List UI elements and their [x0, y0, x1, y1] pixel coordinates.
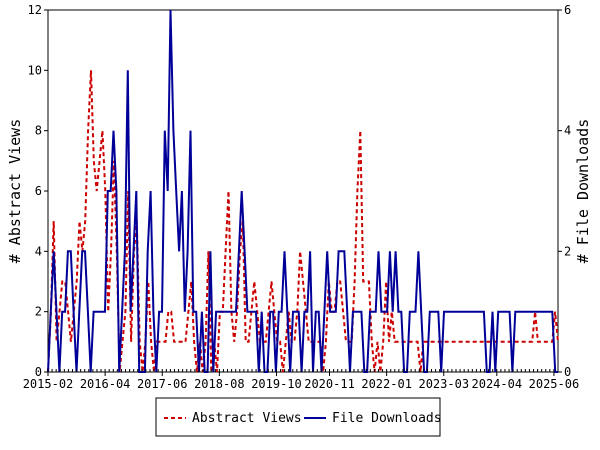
x-tick-label: 2016-04 [80, 377, 131, 391]
x-tick-label: 2018-08 [194, 377, 245, 391]
right-tick-label: 6 [564, 3, 571, 17]
legend-label-file-downloads: File Downloads [332, 411, 442, 426]
left-axis: 0 2 4 6 8 10 12 [28, 3, 48, 379]
x-tick-label: 2025-06 [529, 377, 580, 391]
x-tick-label: 2017-06 [137, 377, 188, 391]
x-tick-label: 2023-03 [418, 377, 469, 391]
x-tick-label: 2019-10 [251, 377, 302, 391]
right-tick-label: 4 [564, 124, 571, 138]
series-line-abstract-views [47, 70, 559, 373]
x-tick-label: 2022-01 [361, 377, 412, 391]
left-tick-label: 12 [28, 3, 42, 17]
plot-area [47, 9, 559, 373]
left-tick-label: 10 [28, 63, 42, 77]
legend: Abstract Views File Downloads [155, 397, 442, 437]
left-tick-label: 2 [35, 305, 42, 319]
left-tick-label: 8 [35, 124, 42, 138]
right-tick-label: 2 [564, 244, 571, 258]
left-tick-label: 6 [35, 184, 42, 198]
left-axis-title: # Abstract Views [6, 119, 24, 264]
right-axis: 0 2 4 6 [558, 3, 571, 379]
left-tick-label: 4 [35, 244, 42, 258]
left-tick-label: 0 [35, 365, 42, 379]
x-tick-label: 2015-02 [23, 377, 74, 391]
x-tick-label: 2024-04 [472, 377, 523, 391]
x-axis: 2015-02 2016-04 2017-06 2018-08 2019-10 2020-… [23, 369, 579, 391]
legend-box [155, 397, 441, 437]
right-axis-title: # File Downloads [574, 119, 592, 264]
series-layer [47, 9, 559, 373]
legend-label-abstract-views: Abstract Views [192, 411, 302, 426]
series-line-file-downloads [47, 9, 558, 373]
right-tick-label: 0 [564, 365, 571, 379]
x-tick-label: 2020-11 [304, 377, 355, 391]
